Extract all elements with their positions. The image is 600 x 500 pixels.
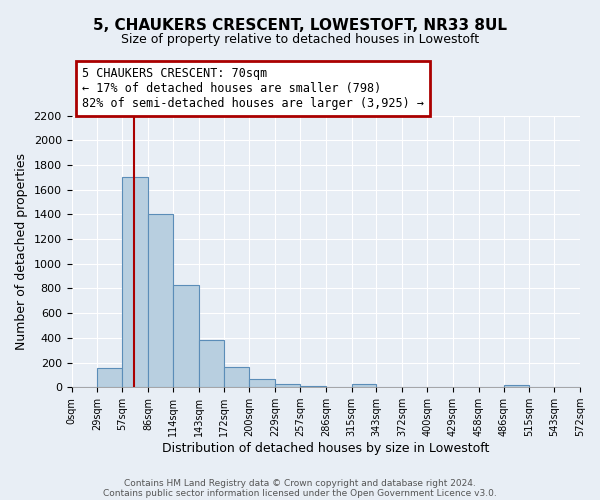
Bar xyxy=(199,340,224,387)
Bar xyxy=(275,384,300,387)
Bar xyxy=(224,368,250,387)
Text: Size of property relative to detached houses in Lowestoft: Size of property relative to detached ho… xyxy=(121,32,479,46)
Bar xyxy=(300,386,326,387)
Bar xyxy=(173,285,199,387)
Text: 5 CHAUKERS CRESCENT: 70sqm
← 17% of detached houses are smaller (798)
82% of sem: 5 CHAUKERS CRESCENT: 70sqm ← 17% of deta… xyxy=(82,68,424,110)
Y-axis label: Number of detached properties: Number of detached properties xyxy=(15,153,28,350)
Text: Contains public sector information licensed under the Open Government Licence v3: Contains public sector information licen… xyxy=(103,488,497,498)
Text: 5, CHAUKERS CRESCENT, LOWESTOFT, NR33 8UL: 5, CHAUKERS CRESCENT, LOWESTOFT, NR33 8U… xyxy=(93,18,507,32)
Bar xyxy=(97,368,122,387)
Bar xyxy=(352,384,376,387)
X-axis label: Distribution of detached houses by size in Lowestoft: Distribution of detached houses by size … xyxy=(162,442,490,455)
Bar xyxy=(122,178,148,387)
Text: Contains HM Land Registry data © Crown copyright and database right 2024.: Contains HM Land Registry data © Crown c… xyxy=(124,478,476,488)
Bar xyxy=(148,214,173,387)
Bar xyxy=(250,379,275,387)
Bar xyxy=(503,386,529,387)
